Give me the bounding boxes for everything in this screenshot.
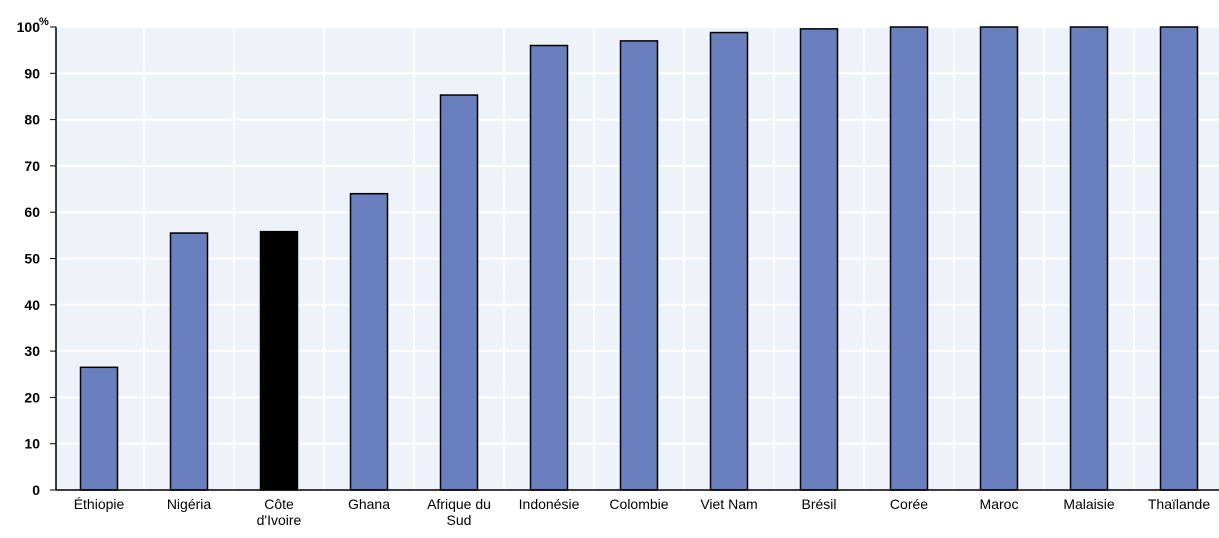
y-tick-label: 70 bbox=[24, 158, 40, 174]
bar bbox=[259, 230, 299, 491]
bar bbox=[619, 40, 659, 491]
bar bbox=[709, 31, 749, 491]
y-axis-unit: % bbox=[39, 16, 49, 28]
bar bbox=[889, 26, 929, 491]
x-tick-label: Brésil bbox=[801, 496, 836, 512]
x-tick-label: Ghana bbox=[348, 496, 390, 512]
y-tick-label: 60 bbox=[24, 204, 40, 220]
y-tick-label: 20 bbox=[24, 389, 40, 405]
gridlines bbox=[56, 26, 1219, 490]
y-tick-label: 40 bbox=[24, 297, 40, 313]
bar bbox=[349, 192, 389, 491]
y-tick-label: 50 bbox=[24, 251, 40, 267]
bar bbox=[1159, 26, 1199, 491]
bar bbox=[1069, 26, 1109, 491]
x-tick-label: Nigéria bbox=[167, 496, 212, 512]
y-tick-label: 0 bbox=[32, 482, 40, 498]
bar bbox=[79, 366, 119, 491]
y-tick-label: 10 bbox=[24, 436, 40, 452]
x-tick-label: Afrique du Sud bbox=[427, 496, 491, 528]
y-tick-label: 30 bbox=[24, 343, 40, 359]
bar bbox=[799, 28, 839, 491]
y-axis: 0 10 20 30 40 50 60 70 80 90 100 bbox=[17, 19, 56, 498]
x-tick-label: Colombie bbox=[609, 496, 668, 512]
x-tick-label: Côte d'Ivoire bbox=[257, 496, 302, 528]
bar bbox=[979, 26, 1019, 491]
x-tick-label: Maroc bbox=[980, 496, 1019, 512]
y-tick-label: 100 bbox=[17, 19, 41, 35]
bar bbox=[529, 44, 569, 491]
x-tick-label: Thaïlande bbox=[1148, 496, 1210, 512]
bars bbox=[79, 26, 1199, 491]
bar bbox=[169, 232, 209, 491]
x-tick-label: Éthiopie bbox=[74, 496, 125, 512]
x-tick-label: Indonésie bbox=[519, 496, 580, 512]
x-tick-label: Corée bbox=[890, 496, 928, 512]
x-tick-label: Viet Nam bbox=[700, 496, 757, 512]
y-tick-label: 90 bbox=[24, 65, 40, 81]
x-tick-label: Malaisie bbox=[1063, 496, 1115, 512]
y-tick-label: 80 bbox=[24, 112, 40, 128]
bar bbox=[439, 94, 479, 491]
x-axis-labels: Éthiopie Nigéria Côte d'Ivoire Ghana Afrique … bbox=[74, 496, 1211, 528]
